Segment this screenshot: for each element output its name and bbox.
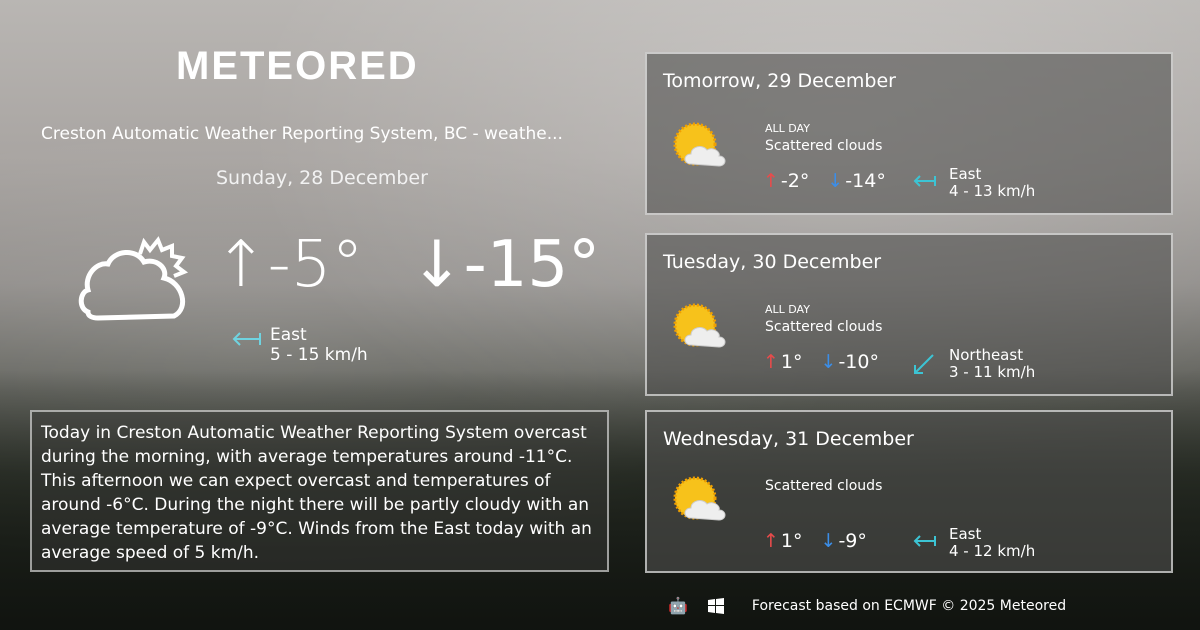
wind-direction: East bbox=[949, 525, 982, 543]
scattered-clouds-icon bbox=[673, 303, 729, 357]
forecast-temps: ↑ 1° ↓ -10° bbox=[763, 351, 881, 373]
period-label: ALL DAY bbox=[765, 122, 810, 135]
scattered-clouds-icon bbox=[673, 476, 729, 530]
forecast-wind: Northeast 3 - 11 km/h bbox=[913, 347, 1035, 381]
forecast-temps: ↑ -2° ↓ -14° bbox=[763, 170, 888, 192]
meteored-logo: METEORED bbox=[176, 44, 419, 88]
condition-text: Scattered clouds bbox=[765, 319, 883, 335]
arrow-up-icon: ↑ bbox=[214, 228, 268, 302]
arrow-down-icon: ↓ bbox=[820, 351, 837, 373]
footer: 🤖 Forecast based on ECMWF © 2025 Meteore… bbox=[668, 596, 1066, 615]
low-temp: -10° bbox=[838, 351, 879, 373]
arrow-up-icon: ↑ bbox=[763, 351, 779, 373]
forecast-day-title: Tuesday, 30 December bbox=[663, 251, 882, 273]
footer-text: Forecast based on ECMWF © 2025 Meteored bbox=[751, 597, 1067, 614]
forecast-card[interactable]: Wednesday, 31 December Scattered clouds … bbox=[645, 410, 1173, 573]
forecast-card[interactable]: Tomorrow, 29 December ALL DAY Scattered … bbox=[645, 52, 1173, 215]
wind-east-icon bbox=[232, 332, 261, 346]
wind-direction: Northeast bbox=[949, 346, 1024, 364]
arrow-up-icon: ↑ bbox=[763, 530, 779, 552]
wind-direction: East bbox=[949, 165, 982, 183]
forecast-card[interactable]: Tuesday, 30 December ALL DAY Scattered c… bbox=[645, 233, 1173, 396]
android-icon[interactable]: 🤖 bbox=[668, 596, 688, 615]
daily-summary: Today in Creston Automatic Weather Repor… bbox=[30, 410, 609, 572]
high-temp: 1° bbox=[780, 530, 803, 552]
high-temp: -2° bbox=[780, 170, 810, 192]
wind-direction-icon bbox=[913, 175, 936, 187]
condition-text: Scattered clouds bbox=[765, 138, 883, 154]
arrow-down-icon: ↓ bbox=[410, 228, 464, 302]
high-temp: 1° bbox=[780, 351, 803, 373]
condition-text: Scattered clouds bbox=[765, 478, 883, 494]
low-temp: -9° bbox=[838, 530, 867, 552]
station-name: Creston Automatic Weather Reporting Syst… bbox=[41, 124, 563, 144]
partly-cloudy-outline-icon bbox=[78, 236, 189, 321]
scattered-clouds-icon bbox=[673, 122, 729, 176]
forecast-wind: East 4 - 13 km/h bbox=[913, 166, 1035, 200]
arrow-down-icon: ↓ bbox=[820, 530, 837, 552]
wind-speed: 4 - 12 km/h bbox=[949, 542, 1036, 560]
current-date: Sunday, 28 December bbox=[216, 167, 428, 189]
forecast-temps: ↑ 1° ↓ -9° bbox=[763, 530, 869, 552]
windows-icon[interactable] bbox=[707, 597, 724, 614]
low-temp: -14° bbox=[845, 170, 886, 192]
forecast-wind: East 4 - 12 km/h bbox=[913, 526, 1035, 560]
wind-direction-icon bbox=[913, 535, 936, 547]
current-low: ↓-15° bbox=[410, 228, 600, 302]
current-high: ↑-5° bbox=[214, 228, 363, 302]
current-wind: East 5 - 15 km/h bbox=[230, 325, 368, 365]
wind-direction-icon bbox=[914, 354, 934, 374]
wind-direction: East bbox=[270, 325, 307, 345]
forecast-day-title: Wednesday, 31 December bbox=[663, 428, 914, 450]
low-temp: -15° bbox=[463, 228, 601, 302]
arrow-down-icon: ↓ bbox=[827, 170, 844, 192]
wind-speed: 3 - 11 km/h bbox=[949, 363, 1036, 381]
forecast-day-title: Tomorrow, 29 December bbox=[663, 70, 896, 92]
high-temp: -5° bbox=[267, 228, 364, 302]
wind-speed: 4 - 13 km/h bbox=[949, 182, 1036, 200]
wind-speed: 5 - 15 km/h bbox=[270, 345, 368, 365]
period-label: ALL DAY bbox=[765, 303, 810, 316]
arrow-up-icon: ↑ bbox=[763, 170, 779, 192]
